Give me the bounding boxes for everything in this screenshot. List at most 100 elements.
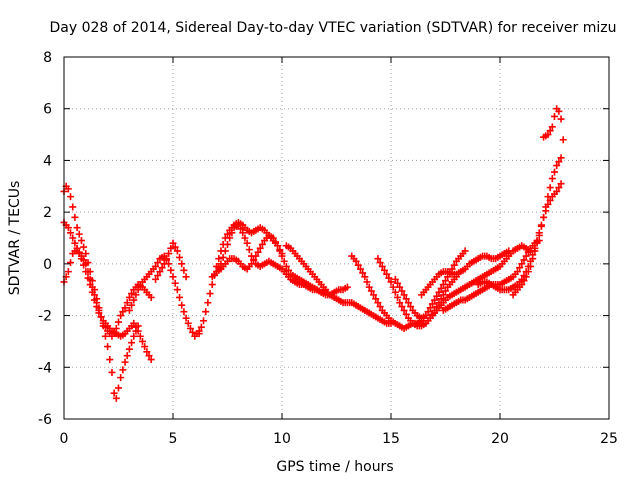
data-point: [389, 283, 397, 291]
x-tick-label: 0: [60, 431, 69, 447]
data-point: [80, 243, 88, 251]
x-tick-label: 5: [169, 431, 178, 447]
data-point: [555, 184, 563, 192]
data-point: [546, 197, 554, 205]
data-point: [77, 255, 85, 263]
data-point: [169, 239, 177, 247]
data-point: [156, 268, 164, 276]
data-point: [80, 261, 88, 269]
series-track-3: [60, 218, 155, 364]
series-track-5: [152, 239, 190, 283]
data-point: [77, 237, 85, 245]
series-track-11: [374, 255, 460, 330]
data-point: [171, 279, 179, 287]
data-point: [173, 247, 181, 255]
data-point: [385, 274, 393, 282]
data-point: [437, 295, 445, 303]
data-point: [123, 299, 131, 307]
y-tick-label: 4: [43, 153, 52, 169]
data-point: [553, 187, 561, 195]
data-point: [555, 158, 563, 166]
data-point: [407, 303, 415, 311]
data-point: [106, 356, 114, 364]
data-point: [378, 262, 386, 270]
data-point: [546, 184, 554, 192]
data-point: [121, 358, 129, 366]
data-point: [387, 278, 395, 286]
data-point: [200, 317, 208, 325]
data-point: [374, 255, 382, 263]
data-point: [160, 260, 168, 268]
data-point: [154, 259, 162, 267]
data-point: [71, 239, 79, 247]
data-point: [117, 374, 125, 382]
data-point: [136, 282, 144, 290]
data-point: [282, 262, 290, 270]
data-point: [276, 247, 284, 255]
data-point: [195, 330, 203, 338]
data-point: [165, 250, 173, 258]
data-point: [130, 332, 138, 340]
y-tick-label: 8: [43, 50, 52, 66]
data-point: [173, 286, 181, 294]
data-point: [130, 319, 138, 327]
data-point: [75, 230, 83, 238]
data-point: [557, 180, 565, 188]
y-tick-label: 0: [43, 257, 52, 273]
data-point: [182, 314, 190, 322]
data-point: [132, 291, 140, 299]
data-point: [426, 304, 434, 312]
data-point: [531, 247, 539, 255]
data-point: [189, 328, 197, 336]
data-point: [367, 287, 375, 295]
x-axis-label: GPS time / hours: [276, 459, 393, 475]
data-point: [374, 299, 382, 307]
data-point: [108, 368, 116, 376]
data-point: [254, 248, 262, 256]
data-point: [88, 288, 96, 296]
y-tick-label: 6: [43, 102, 52, 118]
data-point: [404, 299, 412, 307]
data-point: [370, 291, 378, 299]
data-point: [352, 257, 360, 265]
x-tick-label: 20: [491, 431, 509, 447]
data-point: [182, 273, 190, 281]
data-point: [518, 260, 526, 268]
data-point: [433, 292, 441, 300]
data-point: [376, 259, 384, 267]
data-point: [544, 193, 552, 201]
data-point: [391, 288, 399, 296]
data-point: [91, 296, 99, 304]
data-point: [439, 281, 447, 289]
data-point: [93, 303, 101, 311]
data-point: [520, 256, 528, 264]
data-point: [461, 247, 469, 255]
data-point: [73, 224, 81, 232]
data-point: [527, 262, 535, 270]
data-point: [431, 296, 439, 304]
data-point: [71, 213, 79, 221]
data-point: [520, 277, 528, 285]
y-axis-label: SDTVAR / TECUs: [7, 181, 23, 296]
data-point: [125, 345, 133, 353]
data-point: [117, 312, 125, 320]
data-point: [136, 332, 144, 340]
data-point: [64, 268, 72, 276]
series-track-4: [125, 252, 203, 340]
data-point: [184, 319, 192, 327]
series-track-18: [540, 105, 567, 144]
data-point: [82, 268, 90, 276]
data-point: [121, 304, 129, 312]
data-point: [119, 366, 127, 374]
data-point: [280, 257, 288, 265]
data-point: [178, 301, 186, 309]
data-point: [115, 318, 122, 326]
y-tick-label: 2: [43, 205, 52, 221]
data-point: [180, 308, 188, 316]
data-point: [551, 168, 558, 176]
data-point: [69, 203, 77, 211]
data-point: [69, 234, 77, 242]
data-point: [396, 283, 404, 291]
data-point: [522, 252, 530, 260]
data-point: [110, 389, 118, 397]
